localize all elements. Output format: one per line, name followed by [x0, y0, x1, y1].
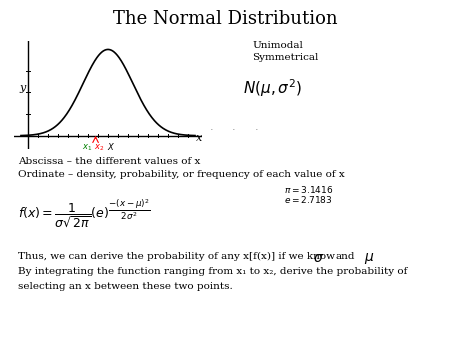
Text: and: and [335, 252, 355, 261]
Text: Abscissa – the different values of x: Abscissa – the different values of x [18, 157, 200, 166]
Text: $e = 2.7183$: $e = 2.7183$ [284, 194, 332, 206]
Text: Unimodal
Symmetrical: Unimodal Symmetrical [252, 41, 319, 62]
Text: $\mu$: $\mu$ [364, 251, 375, 266]
Text: X: X [108, 143, 113, 152]
Text: The Normal Distribution: The Normal Distribution [112, 10, 338, 28]
Text: $\sigma$: $\sigma$ [313, 251, 324, 265]
Text: $\pi = 3.1416$: $\pi = 3.1416$ [284, 184, 333, 195]
Text: x: x [196, 133, 202, 143]
Text: $x_1$: $x_1$ [82, 143, 92, 153]
Text: y: y [20, 83, 26, 93]
Text: $N(\mu, \sigma^2)$: $N(\mu, \sigma^2)$ [243, 78, 302, 99]
Text: .: . [232, 122, 236, 132]
Text: .: . [255, 122, 258, 132]
Text: .: . [210, 122, 213, 132]
Text: selecting an x between these two points.: selecting an x between these two points. [18, 282, 233, 291]
Text: Thus, we can derive the probability of any x[f(x)] if we know: Thus, we can derive the probability of a… [18, 252, 335, 261]
Text: $x_2$: $x_2$ [94, 143, 104, 153]
Text: Ordinate – density, probability, or frequency of each value of x: Ordinate – density, probability, or freq… [18, 170, 345, 179]
Text: $f(x) = \dfrac{1}{\sigma\sqrt{2\pi}}(e)^{\dfrac{-(x-\mu)^2}{2\sigma^2}}$: $f(x) = \dfrac{1}{\sigma\sqrt{2\pi}}(e)^… [18, 198, 150, 230]
Text: By integrating the function ranging from x₁ to x₂, derive the probability of: By integrating the function ranging from… [18, 267, 407, 276]
